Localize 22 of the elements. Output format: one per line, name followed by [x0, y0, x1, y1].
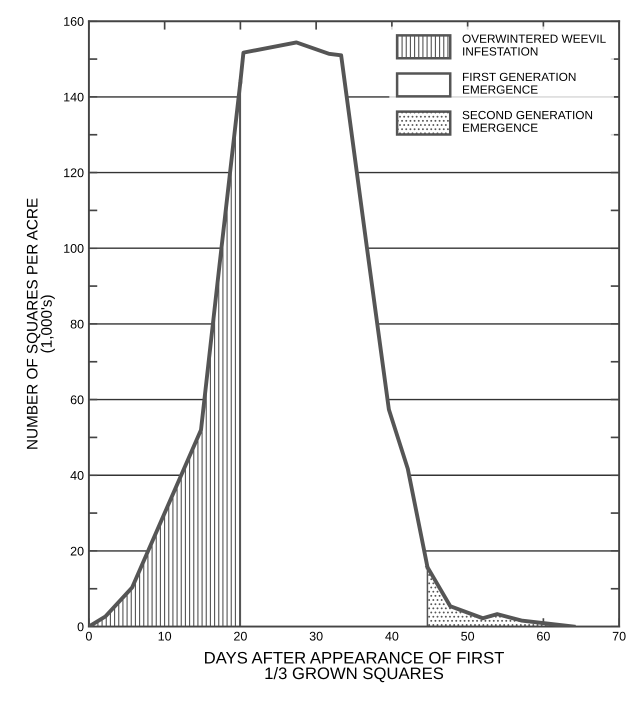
y-tick-label: 40 [70, 471, 84, 480]
y-tick-label: 0 [78, 622, 84, 632]
x-tick-label: 50 [461, 632, 474, 641]
y-tick-label: 20 [70, 546, 84, 556]
y-tick-label: 140 [64, 92, 84, 102]
y-axis-title: NUMBER OF SQUARES PER ACRE (1,000's) [26, 198, 55, 449]
x-tick-label: 0 [86, 632, 92, 641]
legend-label: SECOND GENERATION EMERGENCE [462, 110, 592, 132]
y-tick-label: 60 [70, 395, 84, 404]
x-axis-title: DAYS AFTER APPEARANCE OF FIRST 1/3 GROWN SQUARES [205, 652, 504, 682]
y-tick-label: 160 [64, 17, 84, 26]
y-tick-label: 80 [70, 320, 84, 329]
x-tick-label: 40 [385, 632, 398, 641]
x-tick-label: 20 [234, 632, 247, 641]
y-tick-label: 120 [64, 168, 84, 178]
x-tick-label: 70 [612, 632, 626, 641]
y-tick-label: 100 [64, 244, 84, 253]
legend-label: OVERWINTERED WEEVIL INFESTATION [462, 34, 606, 56]
legend-label: FIRST GENERATION EMERGENCE [463, 72, 576, 94]
x-tick-label: 30 [310, 632, 323, 641]
x-tick-label: 10 [158, 632, 172, 641]
x-tick-label: 60 [537, 632, 550, 641]
